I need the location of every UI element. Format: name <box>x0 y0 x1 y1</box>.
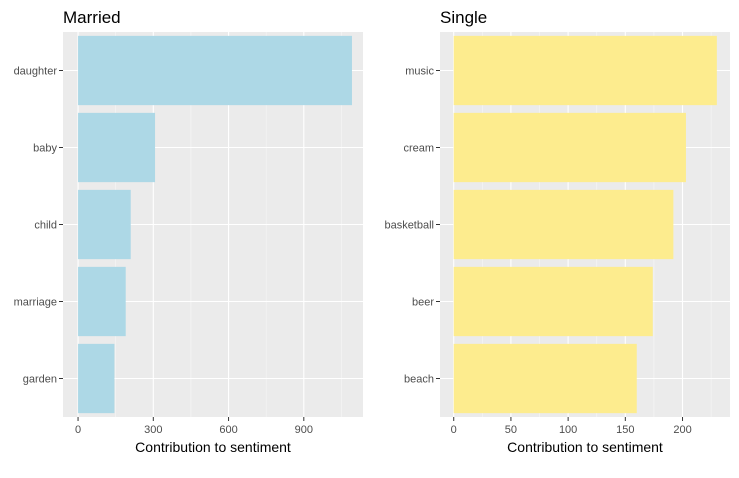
bar-daughter <box>78 35 352 106</box>
y-tick-label-beach: beach <box>404 374 434 386</box>
y-tick-label-cream: cream <box>403 143 434 155</box>
y-tick-label-beer: beer <box>412 297 434 309</box>
y-tick-label-marriage: marriage <box>14 297 57 309</box>
y-tick-label-basketball: basketball <box>384 220 434 232</box>
x-tick-label: 900 <box>295 424 313 436</box>
y-tick-label-music: music <box>405 66 434 78</box>
bar-child <box>78 189 131 260</box>
bar-beach <box>453 343 637 414</box>
y-tick-label-baby: baby <box>33 143 57 155</box>
x-tick-label: 50 <box>505 424 517 436</box>
chart-panel-single: music cream basketball beer beach 0 50 100 150 20… <box>384 8 730 455</box>
y-tick-label-child: child <box>34 220 57 232</box>
x-tick-label: 200 <box>673 424 691 436</box>
bar-beer <box>453 266 653 337</box>
x-tick-label: 100 <box>559 424 577 436</box>
x-axis-label: Contribution to sentiment <box>135 439 291 455</box>
x-tick-label: 600 <box>219 424 237 436</box>
bar-basketball <box>453 189 674 260</box>
chart-panel-married: daughter baby child marriage garden 0 300 600 90… <box>14 8 363 455</box>
x-tick-label: 0 <box>451 424 457 436</box>
y-tick-label-garden: garden <box>23 374 57 386</box>
x-tick-label: 150 <box>616 424 634 436</box>
y-tick-label-daughter: daughter <box>14 66 58 78</box>
x-tick-label: 0 <box>75 424 81 436</box>
bar-baby <box>78 112 156 183</box>
bar-garden <box>78 343 115 414</box>
x-tick-label: 300 <box>144 424 162 436</box>
bar-marriage <box>78 266 126 337</box>
x-axis-label: Contribution to sentiment <box>507 439 663 455</box>
bar-music <box>453 35 717 106</box>
bar-cream <box>453 112 686 183</box>
chart-title: Single <box>440 8 487 27</box>
chart-title: Married <box>63 8 121 27</box>
